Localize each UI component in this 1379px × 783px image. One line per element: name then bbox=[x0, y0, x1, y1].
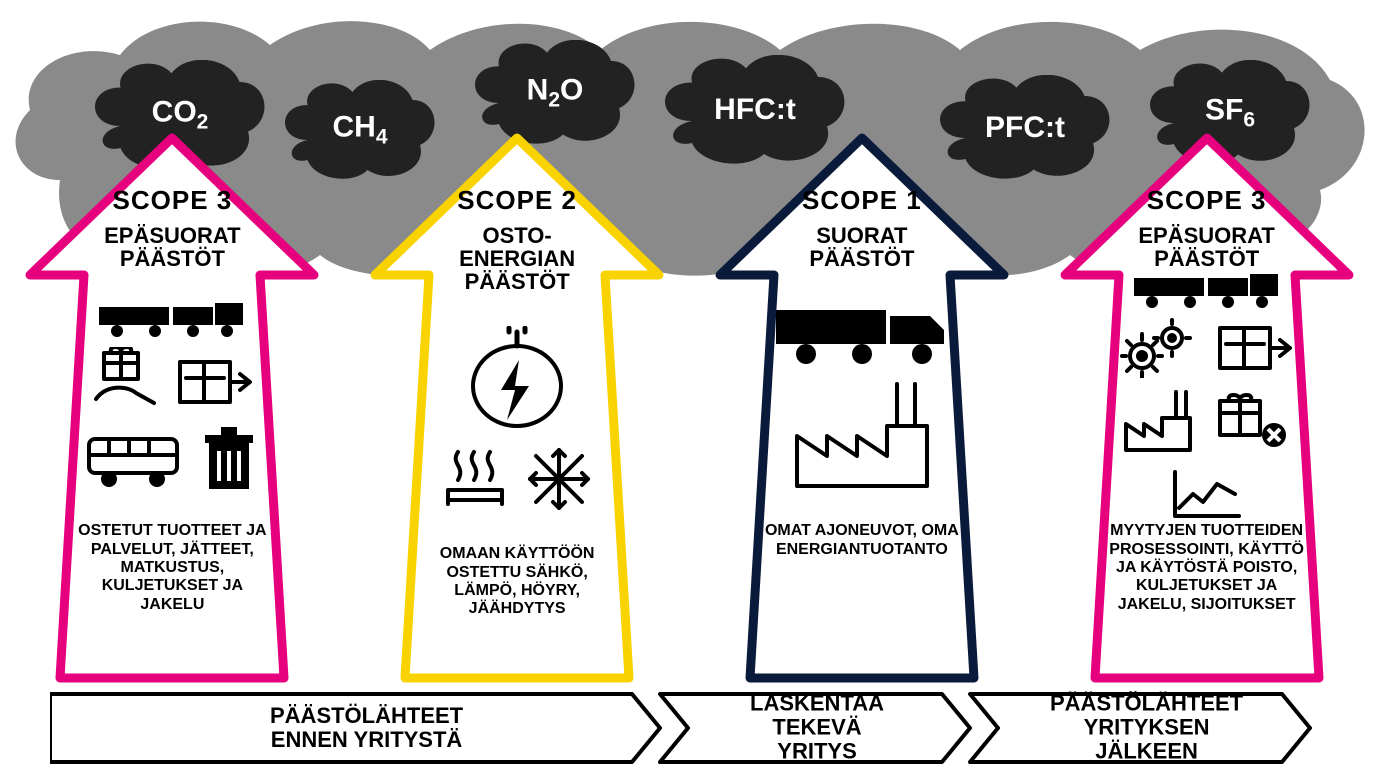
chart-icon bbox=[1167, 464, 1247, 524]
scope-title: SCOPE 1 bbox=[762, 185, 962, 216]
scope-arrow: SCOPE 3 EPÄSUORAT PÄÄSTÖT MYYTYJEN TUOTT… bbox=[1057, 130, 1357, 690]
gas-label: HFC:t bbox=[714, 93, 796, 127]
timeline-label: PÄÄSTÖLÄHTEETYRITYKSENJÄLKEEN bbox=[1050, 692, 1243, 765]
scope-subtitle: OSTO-ENERGIAN PÄÄSTÖT bbox=[417, 224, 617, 293]
scope-title: SCOPE 3 bbox=[1107, 185, 1307, 216]
gift-hand-icon bbox=[90, 347, 160, 417]
scope-title: SCOPE 2 bbox=[417, 185, 617, 216]
scope-description: MYYTYJEN TUOTTEIDEN PROSESSOINTI, KÄYTTÖ… bbox=[1107, 522, 1307, 614]
snowflake-icon bbox=[524, 444, 594, 514]
gears-icon bbox=[1120, 318, 1200, 378]
bus-icon bbox=[85, 433, 185, 488]
scope-subtitle: EPÄSUORAT PÄÄSTÖT bbox=[72, 224, 272, 270]
value-chain-timeline: PÄÄSTÖLÄHTEETENNEN YRITYSTÄ LASKENTAATEKE… bbox=[50, 688, 1330, 768]
truck-icon bbox=[1132, 270, 1282, 310]
gas-label: CO2 bbox=[152, 96, 209, 135]
icons-zone bbox=[1107, 282, 1307, 512]
scope-title: SCOPE 3 bbox=[72, 185, 272, 216]
factory-icon bbox=[787, 376, 937, 496]
box-out-icon bbox=[1214, 318, 1294, 378]
plug-bolt-icon bbox=[457, 326, 577, 436]
scope-arrow: SCOPE 1 SUORAT PÄÄSTÖT OMAT AJONEUVOT, O… bbox=[712, 130, 1012, 690]
heat-icon bbox=[440, 444, 510, 514]
box-out-icon bbox=[174, 352, 254, 412]
timeline-label: LASKENTAATEKEVÄYRITYS bbox=[750, 692, 884, 765]
factory-small-icon bbox=[1120, 386, 1200, 456]
icons-zone bbox=[762, 282, 962, 512]
gift-x-icon bbox=[1214, 391, 1294, 451]
scope-description: OSTETUT TUOTTEET JA PALVELUT, JÄTTEET, M… bbox=[72, 522, 272, 614]
icons-zone bbox=[72, 282, 272, 512]
scope-arrow: SCOPE 3 EPÄSUORAT PÄÄSTÖT OSTETUT TUOTTE… bbox=[22, 130, 322, 690]
scope-subtitle: EPÄSUORAT PÄÄSTÖT bbox=[1107, 224, 1307, 270]
icons-zone bbox=[417, 305, 617, 535]
scope-arrow: SCOPE 2 OSTO-ENERGIAN PÄÄSTÖT OMAAN KÄYT… bbox=[367, 130, 667, 690]
gas-label: SF6 bbox=[1205, 93, 1255, 132]
scope-description: OMAAN KÄYTTÖÖN OSTETTU SÄHKÖ, LÄMPÖ, HÖY… bbox=[417, 545, 617, 619]
scope-arrows-row: SCOPE 3 EPÄSUORAT PÄÄSTÖT OSTETUT TUOTTE… bbox=[0, 130, 1379, 690]
truck-icon bbox=[97, 299, 247, 339]
scope-subtitle: SUORAT PÄÄSTÖT bbox=[762, 224, 962, 270]
scope-description: OMAT AJONEUVOT, OMA ENERGIANTUOTANTO bbox=[762, 522, 962, 559]
truck-solid-icon bbox=[772, 298, 952, 368]
gas-label: N2O bbox=[527, 73, 584, 112]
trash-icon bbox=[199, 425, 259, 495]
timeline-label: PÄÄSTÖLÄHTEETENNEN YRITYSTÄ bbox=[270, 704, 463, 752]
